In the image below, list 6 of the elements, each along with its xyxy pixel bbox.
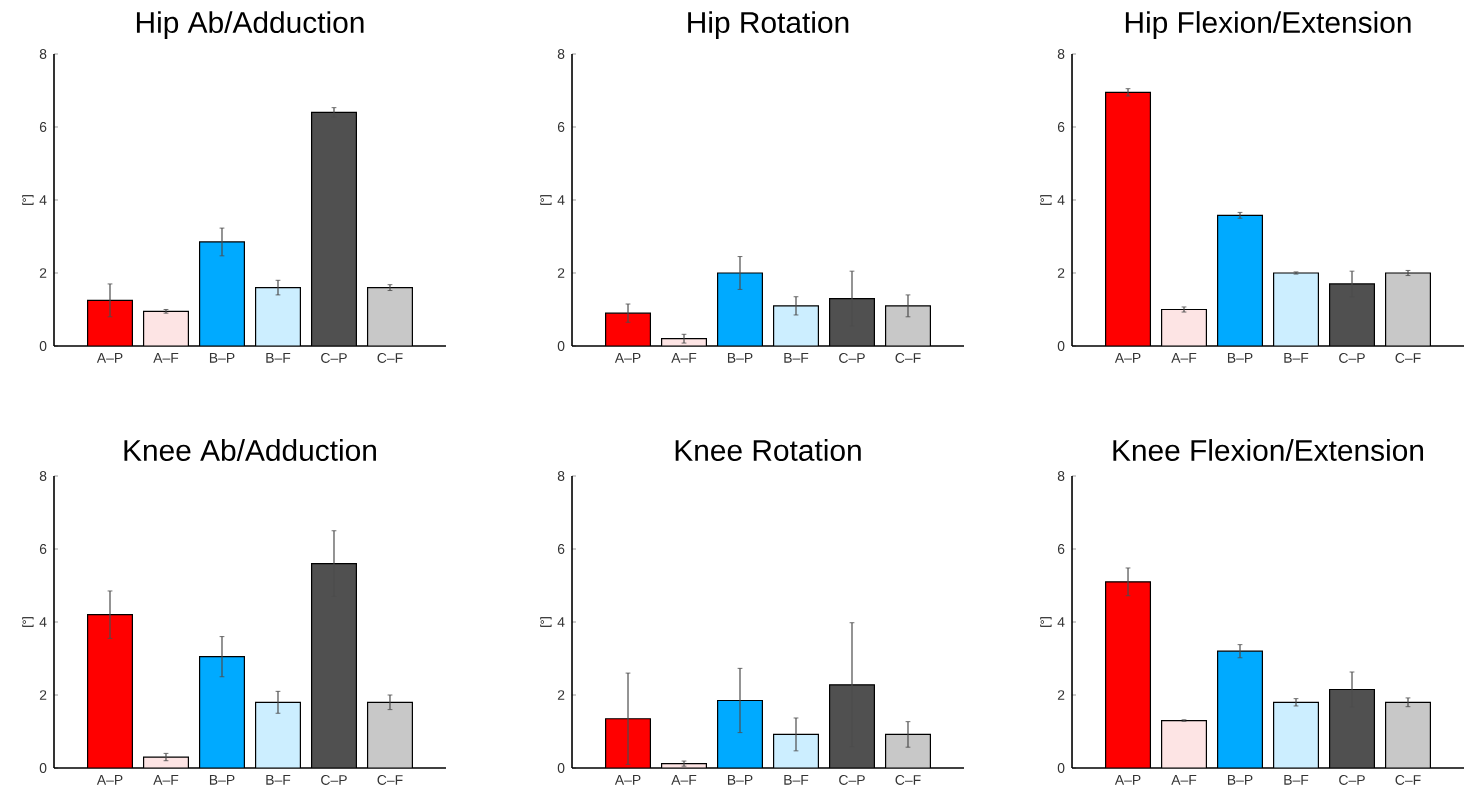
chart-title: Hip Rotation	[688, 11, 849, 39]
chart-title: Hip Flexion/Extension	[1125, 11, 1411, 39]
chart-title: Knee Flexion/Extension	[1113, 439, 1424, 461]
chart-title: Knee Ab/Adduction	[124, 439, 376, 461]
chart-title: Knee Rotation	[675, 439, 861, 461]
chart-title: Hip Ab/Adduction	[136, 11, 364, 39]
